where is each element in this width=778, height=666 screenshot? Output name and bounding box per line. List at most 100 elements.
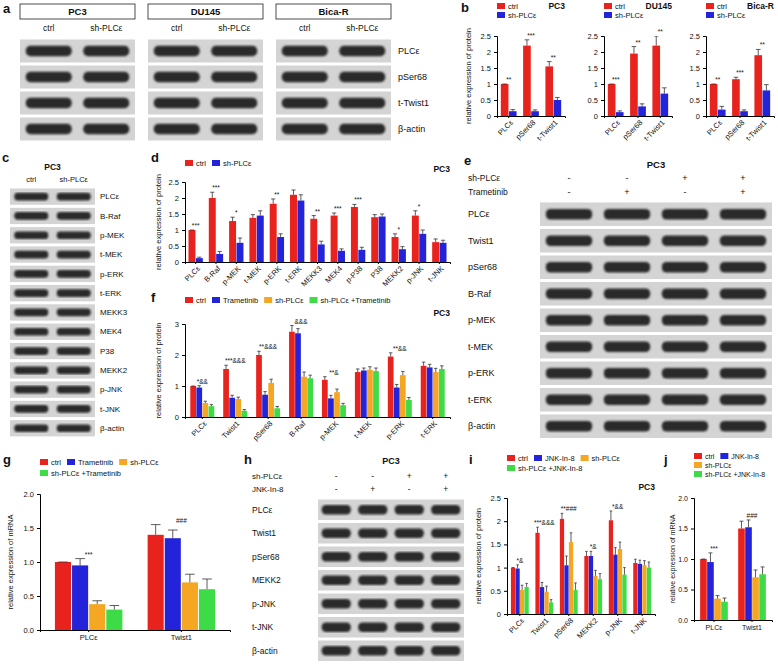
x-tick: pSer68 <box>621 116 644 142</box>
annotation: * <box>397 226 400 233</box>
error-bar <box>407 397 410 399</box>
y-tick-label: 1 <box>696 80 700 89</box>
error-bar <box>590 551 593 556</box>
legend-label: sh-PLCε <box>275 296 304 305</box>
panel-letter: h <box>244 452 252 467</box>
condition-state: + <box>740 187 745 197</box>
y-axis: 0123 <box>175 320 186 422</box>
blot-band <box>662 288 708 299</box>
blot-header-box <box>148 4 263 19</box>
y-tick-label: 2 <box>175 194 179 203</box>
figure: PC3ctrlsh-PLCεDU145ctrlsh-PLCεBica-Rctrl… <box>0 0 778 666</box>
y-tick-mark <box>703 84 706 85</box>
condition-state: - <box>568 173 571 183</box>
annotation: ** <box>274 191 280 198</box>
chart-panel: 0123PLCεTwist1pSer68B-Rafp-MEKt-MEKp-ERK… <box>151 290 451 443</box>
row-label: t-Twist1 <box>398 98 429 108</box>
error-bar <box>251 215 255 218</box>
annotation: * <box>418 203 421 210</box>
error-bar <box>269 379 272 383</box>
bar <box>714 599 721 620</box>
blot-background <box>10 266 95 282</box>
blot-background <box>10 227 95 243</box>
blot-band <box>14 289 48 297</box>
y-tick-label: 2.5 <box>491 494 501 503</box>
y-axis: 00.511.522.5 <box>690 32 707 121</box>
blot-background <box>540 203 772 227</box>
error-bar <box>555 97 560 100</box>
x-tick-mark <box>236 262 237 264</box>
x-tick-label: PLCε <box>507 616 527 636</box>
y-tick-mark <box>601 68 604 69</box>
x-tick-mark <box>88 630 89 632</box>
y-tick-mark <box>494 36 497 37</box>
annotation: *&& <box>612 503 624 510</box>
y-tick-mark <box>691 498 694 499</box>
blot-background <box>10 362 95 378</box>
blot-band <box>57 251 91 259</box>
annotation: *** <box>192 222 200 229</box>
bar <box>573 590 577 614</box>
x-tick-label: t-Twist1 <box>642 118 667 143</box>
legend-swatch <box>264 297 272 303</box>
blot-band <box>395 505 424 514</box>
y-tick: 2.5 <box>169 178 185 187</box>
x-tick-mark <box>713 620 714 622</box>
error-bar <box>360 247 364 250</box>
row-label: MEKK2 <box>252 575 281 585</box>
legend: ctrlJNK-In-8sh-PLCεsh-PLCε +JNK-In-8 <box>507 454 621 473</box>
x-tick-mark <box>762 116 763 118</box>
x-tick-mark <box>317 262 318 264</box>
x-tick-mark <box>615 116 616 118</box>
legend: ctrlTrametinibsh-PLCεsh-PLCε +Trametinib <box>40 458 159 478</box>
blot-background <box>318 570 464 591</box>
bar <box>630 54 638 116</box>
condition-state: + <box>624 187 629 197</box>
blot-background <box>540 388 772 412</box>
blot-header-box <box>276 4 391 19</box>
blot-band <box>546 394 592 405</box>
bar <box>710 84 718 116</box>
y-tick: 1.5 <box>678 525 694 532</box>
blot-background <box>10 382 95 398</box>
lane-label: ctrl <box>26 175 36 184</box>
x-tick-label: Twist1 <box>220 419 241 440</box>
x-tick-label: t-JNK <box>629 616 649 636</box>
blot-band <box>322 599 351 608</box>
x-tick-label: PLCε <box>603 118 623 138</box>
blot-band <box>395 529 424 538</box>
y-tick-mark <box>182 198 185 199</box>
x-tick: P38 <box>369 262 385 280</box>
bar <box>361 371 367 418</box>
y-tick: 1 <box>175 226 185 235</box>
annotation: *& <box>590 543 598 550</box>
y-tick: 1 <box>487 80 497 89</box>
bar <box>745 527 752 620</box>
y-tick: 1.5 <box>690 64 706 73</box>
blot-band <box>83 98 129 108</box>
legend-label: Trametinib <box>78 458 113 467</box>
bar <box>721 602 728 620</box>
annotation: *** <box>85 551 93 558</box>
row-label: β-actin <box>100 424 124 433</box>
legend-swatch <box>212 160 220 166</box>
error-bar <box>536 527 539 533</box>
bar <box>439 369 445 417</box>
x-tick-label: pSer68 <box>552 616 575 639</box>
legend-swatch <box>534 455 542 461</box>
blot-background <box>148 66 263 89</box>
legend-item: sh-PLCε <box>264 296 304 305</box>
bar <box>202 403 208 417</box>
error-bar <box>441 240 445 243</box>
x-tick: PLCε <box>190 417 210 438</box>
blot-band <box>720 394 766 405</box>
error-bar <box>151 525 161 535</box>
x-tick-label: t-MEK <box>352 419 373 440</box>
x-axis: PLCεTwist1 <box>41 630 231 642</box>
condition-state: - <box>626 173 629 183</box>
x-tick-mark <box>378 262 379 264</box>
legend-item: ctrl <box>185 159 206 168</box>
y-tick: 2.5 <box>481 32 497 41</box>
bar <box>738 529 745 621</box>
y-tick-mark <box>182 355 185 356</box>
